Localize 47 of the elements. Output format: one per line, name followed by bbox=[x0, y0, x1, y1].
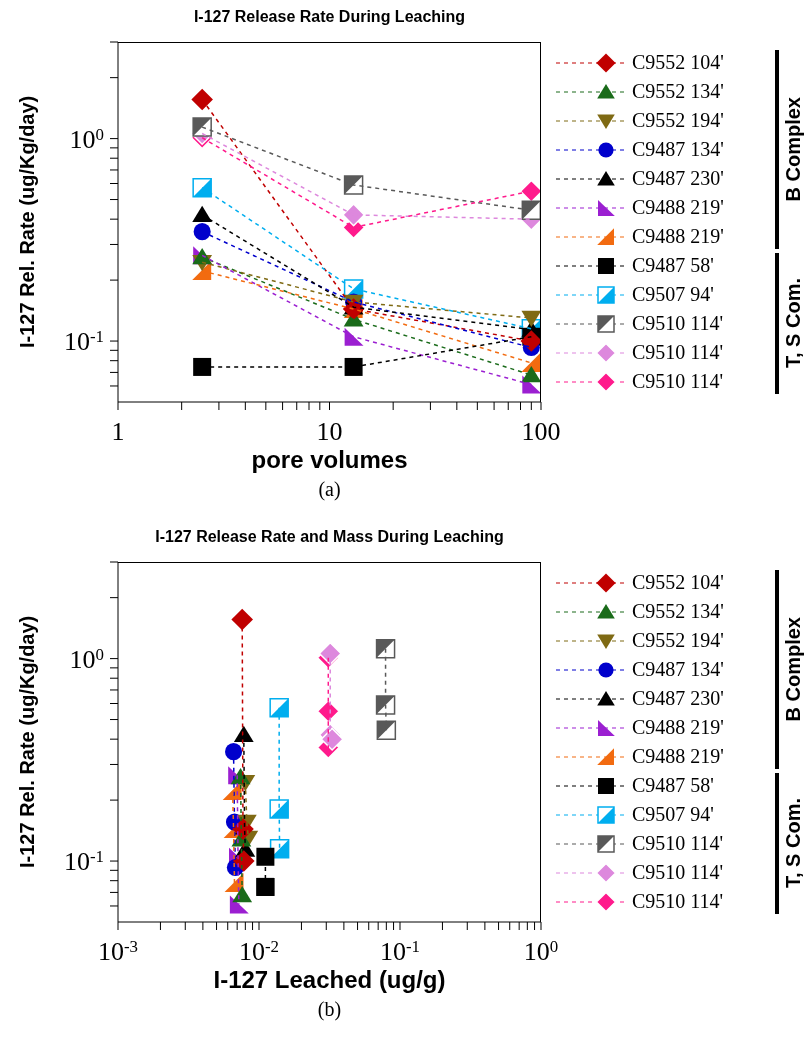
y-tick-label: 10$^{-1}$ bbox=[63, 847, 104, 877]
y-axis-title: I-127 Rel. Rate (ug/Kg/day) bbox=[16, 614, 39, 871]
chart-title: I-127 Release Rate During Leaching bbox=[192, 8, 467, 26]
x-tick-label: 10$^{0}$ bbox=[523, 937, 559, 966]
legend-label: C9552 134' bbox=[632, 600, 724, 623]
legend-label: C9510 114' bbox=[632, 341, 724, 364]
legend-label: C9510 114' bbox=[632, 890, 724, 913]
legend-label: C9487 58' bbox=[632, 774, 714, 797]
x-axis-title: I-127 Leached (ug/g) bbox=[212, 966, 447, 994]
x-tick-label: 100 bbox=[521, 417, 561, 446]
legend-label: C9488 219' bbox=[632, 196, 724, 219]
text: B Complex bbox=[782, 617, 805, 722]
legend-label: C9487 230' bbox=[632, 167, 724, 190]
legend-label: C9487 58' bbox=[632, 254, 714, 277]
legend-label: C9487 134' bbox=[632, 138, 724, 161]
text: T, S Com. bbox=[782, 798, 805, 889]
x-tick-label: 10$^{-3}$ bbox=[97, 937, 139, 966]
x-tick-label: 1 bbox=[111, 417, 125, 446]
legend-label: C9488 219' bbox=[632, 745, 724, 768]
legend-label: C9510 114' bbox=[632, 370, 724, 393]
legend-label: C9510 114' bbox=[632, 312, 724, 335]
legend-label: C9552 194' bbox=[632, 109, 724, 132]
legend-label: C9488 219' bbox=[632, 716, 724, 739]
legend-label: C9507 94' bbox=[632, 803, 714, 826]
legend-label: C9487 134' bbox=[632, 658, 724, 681]
text: T, S Com. bbox=[782, 278, 805, 369]
y-tick-label: 10$^{0}$ bbox=[69, 644, 104, 674]
x-axis-title: pore volumes bbox=[250, 446, 409, 474]
text: B Complex bbox=[782, 97, 805, 202]
y-tick-label: 10$^{0}$ bbox=[69, 124, 104, 154]
x-tick-label: 10 bbox=[316, 417, 343, 446]
x-tick-label: 10$^{-2}$ bbox=[238, 937, 280, 966]
legend-label: C9552 134' bbox=[632, 80, 724, 103]
y-axis-title: I-127 Rel. Rate (ug/Kg/day) bbox=[16, 94, 39, 351]
legend-label: C9552 104' bbox=[632, 51, 724, 74]
x-tick-label: 10$^{-1}$ bbox=[379, 937, 421, 966]
legend-label: C9487 230' bbox=[632, 687, 724, 710]
text: (b) bbox=[316, 998, 343, 1021]
text: (a) bbox=[317, 478, 342, 501]
legend-label: C9510 114' bbox=[632, 832, 724, 855]
y-tick-label: 10$^{-1}$ bbox=[63, 327, 104, 357]
legend-label: C9510 114' bbox=[632, 861, 724, 884]
chart-title: I-127 Release Rate and Mass During Leaching bbox=[154, 528, 505, 546]
legend-label: C9552 194' bbox=[632, 629, 724, 652]
legend-label: C9507 94' bbox=[632, 283, 714, 306]
legend-label: C9488 219' bbox=[632, 225, 724, 248]
legend-label: C9552 104' bbox=[632, 571, 724, 594]
